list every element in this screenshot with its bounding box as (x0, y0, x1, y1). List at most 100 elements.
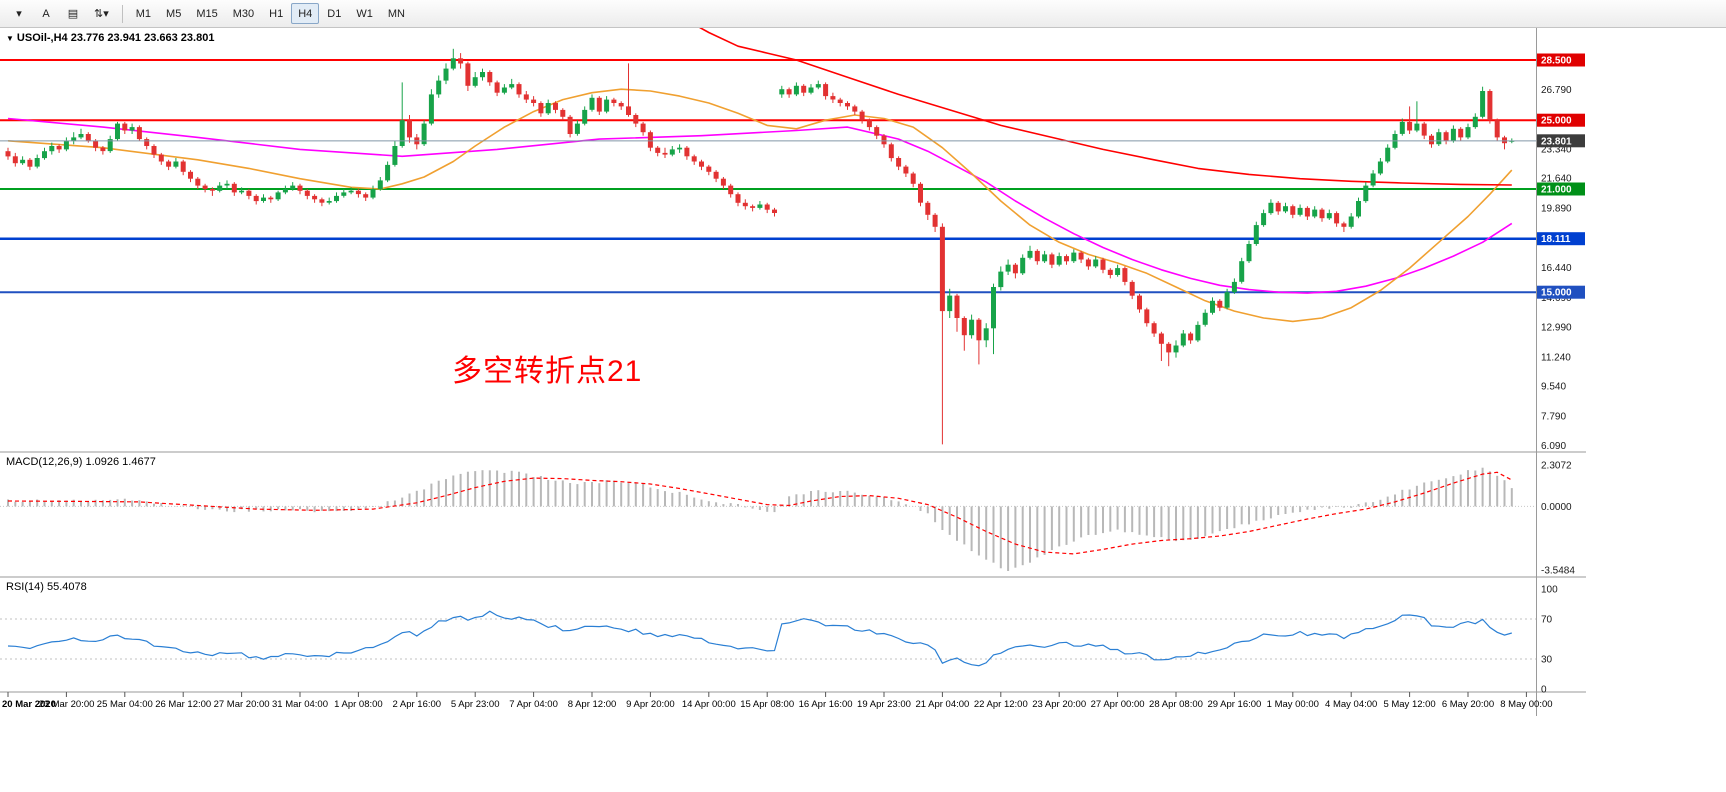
macd-histogram-bar (985, 506, 988, 560)
candle-body (78, 134, 84, 138)
candle-body (691, 156, 697, 162)
candle-body (604, 99, 610, 112)
macd-histogram-bar (109, 499, 112, 507)
macd-histogram-bar (196, 506, 199, 510)
macd-histogram-bar (233, 506, 236, 513)
price-scale-label: 23.340 (1541, 144, 1572, 155)
timeframe-button-h4[interactable]: H4 (291, 3, 320, 24)
macd-histogram-bar (342, 506, 345, 511)
timeframe-button-m15[interactable]: M15 (196, 7, 218, 20)
candle-body (42, 151, 47, 159)
macd-histogram-bar (963, 506, 966, 545)
price-badge-label: 28.500 (1541, 56, 1572, 67)
timeframe-button-h1[interactable]: H1 (269, 7, 284, 20)
macd-histogram-bar (824, 491, 827, 507)
candle-body (282, 189, 288, 193)
time-axis-label: 23 Apr 20:00 (1032, 699, 1086, 710)
candle-body (290, 185, 296, 189)
chart-canvas[interactable]: 26.79023.34021.64019.89016.44014.69012.9… (0, 28, 1586, 716)
candle-body (750, 206, 756, 208)
candle-body (1107, 269, 1113, 275)
macd-histogram-bar (72, 499, 75, 507)
macd-histogram-bar (488, 470, 491, 507)
candle-body (1049, 254, 1055, 265)
candle-body (1268, 202, 1274, 214)
macd-histogram-bar (1299, 506, 1302, 513)
macd-histogram-bar (1474, 470, 1477, 507)
candle-body (1407, 121, 1413, 131)
candle-body (1283, 206, 1288, 212)
candle-body (480, 72, 485, 78)
price-badge-label: 15.000 (1541, 288, 1572, 299)
candle-body (553, 103, 558, 110)
macd-histogram-bar (1175, 506, 1177, 542)
timeframe-button-m30[interactable]: M30 (232, 7, 255, 20)
macd-histogram-bar (1262, 506, 1265, 521)
macd-histogram-bar (1269, 506, 1272, 519)
candle-body (596, 97, 602, 112)
candle-body (589, 97, 595, 110)
timeframe-button-m1[interactable]: M1 (135, 7, 152, 20)
rsi-panel[interactable] (0, 610, 1536, 667)
timeframe-button-mn[interactable]: MN (387, 7, 405, 20)
candle-body (509, 84, 515, 88)
price-scale-label: 19.890 (1541, 204, 1572, 215)
macd-histogram-bar (50, 500, 53, 507)
macd-histogram-bar (970, 506, 973, 552)
chart-layout-button[interactable]: ▤ (67, 8, 79, 20)
macd-histogram-bar (1430, 481, 1433, 507)
candle-body (1385, 147, 1391, 162)
text-annotation-button[interactable]: A (42, 7, 50, 20)
macd-histogram-bar (1109, 506, 1112, 532)
macd-histogram-bar (554, 480, 557, 507)
candle-body (523, 94, 529, 100)
macd-histogram-bar (87, 501, 90, 507)
macd-histogram-bar (1094, 506, 1097, 535)
macd-histogram-bar (277, 506, 280, 510)
macd-histogram-bar (1021, 506, 1024, 566)
macd-histogram-bar (715, 502, 718, 507)
candle-body (151, 146, 157, 155)
macd-histogram-bar (1050, 506, 1053, 551)
candle-body (1348, 216, 1354, 227)
macd-histogram-bar (919, 506, 922, 511)
macd-histogram-bar (1116, 506, 1119, 530)
timeframe-button-m5[interactable]: M5 (166, 7, 182, 20)
price-badge (1537, 53, 1585, 67)
candle-body (1158, 333, 1164, 344)
chart-window[interactable]: 26.79023.34021.64019.89016.44014.69012.9… (0, 28, 1586, 716)
macd-histogram-bar (766, 506, 769, 512)
candle-body (531, 99, 537, 103)
macd-panel[interactable] (0, 467, 1536, 571)
candle-body (903, 166, 909, 174)
candle-body (326, 201, 332, 203)
ma-red-line (699, 28, 1512, 186)
macd-histogram-bar (58, 500, 61, 507)
time-axis-label: 8 May 00:00 (1500, 699, 1552, 710)
macd-histogram-bar (1481, 467, 1484, 507)
candle-body (1341, 223, 1347, 227)
macd-histogram-bar (693, 497, 696, 507)
candle-body (166, 161, 172, 167)
timeframe-button-d1[interactable]: D1 (327, 7, 342, 20)
macd-histogram-bar (452, 475, 455, 507)
macd-histogram-bar (386, 501, 389, 507)
candle-body (1151, 323, 1157, 334)
macd-histogram-bar (817, 490, 820, 507)
candle-body (1334, 213, 1340, 224)
scale-toggle-button[interactable]: ⇅▾ (94, 8, 109, 20)
macd-histogram-bar (1386, 496, 1389, 507)
time-axis-label: 5 Apr 23:00 (451, 699, 500, 710)
macd-histogram-bar (145, 501, 148, 507)
macd-histogram-bar (532, 477, 535, 507)
timeframe-button-w1[interactable]: W1 (356, 7, 373, 20)
candle-body (1122, 268, 1128, 282)
candle-body (677, 147, 683, 150)
price-panel[interactable] (0, 28, 1536, 445)
macd-histogram-bar (28, 501, 31, 507)
symbol-dropdown-button[interactable]: ▾ (16, 8, 22, 20)
macd-histogram-bar (605, 480, 608, 507)
macd-histogram-bar (539, 476, 542, 507)
macd-histogram-bar (1357, 504, 1360, 507)
scales: 26.79023.34021.64019.89016.44014.69012.9… (0, 28, 1586, 716)
